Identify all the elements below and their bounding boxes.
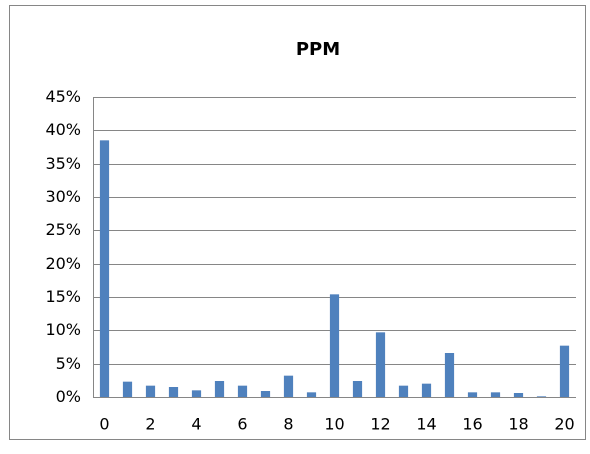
bar: [513, 393, 524, 397]
bar: [375, 332, 386, 397]
y-tick-label: 35%: [45, 154, 81, 173]
bar: [168, 387, 179, 397]
y-tick-label: 45%: [45, 87, 81, 106]
bar: [398, 385, 409, 397]
x-tick-label: 8: [283, 415, 293, 434]
chart-frame: [9, 5, 586, 440]
bar: [191, 390, 202, 397]
bar: [421, 383, 432, 397]
bar: [467, 392, 478, 397]
bar: [329, 294, 340, 397]
bar: [283, 375, 294, 397]
x-tick-label: 2: [145, 415, 155, 434]
bar: [237, 385, 248, 397]
y-tick-label: 5%: [56, 354, 81, 373]
bar: [99, 140, 110, 398]
bar: [145, 385, 156, 397]
y-tick-label: 0%: [56, 387, 81, 406]
x-tick-label: 10: [324, 415, 344, 434]
y-tick-label: 30%: [45, 187, 81, 206]
bar: [559, 345, 570, 397]
y-tick-label: 15%: [45, 287, 81, 306]
bar: [490, 392, 501, 397]
x-tick-label: 16: [462, 415, 482, 434]
x-tick-label: 14: [416, 415, 436, 434]
x-tick-label: 20: [554, 415, 574, 434]
y-tick-label: 10%: [45, 320, 81, 339]
x-tick-label: 18: [508, 415, 528, 434]
bar: [260, 391, 271, 397]
x-tick-label: 12: [370, 415, 390, 434]
y-tick-label: 40%: [45, 120, 81, 139]
bar: [444, 353, 455, 397]
y-tick-label: 25%: [45, 220, 81, 239]
chart-title: PPM: [296, 39, 340, 60]
bar: [122, 381, 133, 397]
y-tick-label: 20%: [45, 254, 81, 273]
x-tick-label: 4: [191, 415, 201, 434]
bar: [352, 381, 363, 397]
x-tick-label: 6: [237, 415, 247, 434]
bar: [214, 381, 225, 397]
bar: [306, 392, 317, 397]
bar: [536, 396, 547, 397]
x-tick-label: 0: [99, 415, 109, 434]
